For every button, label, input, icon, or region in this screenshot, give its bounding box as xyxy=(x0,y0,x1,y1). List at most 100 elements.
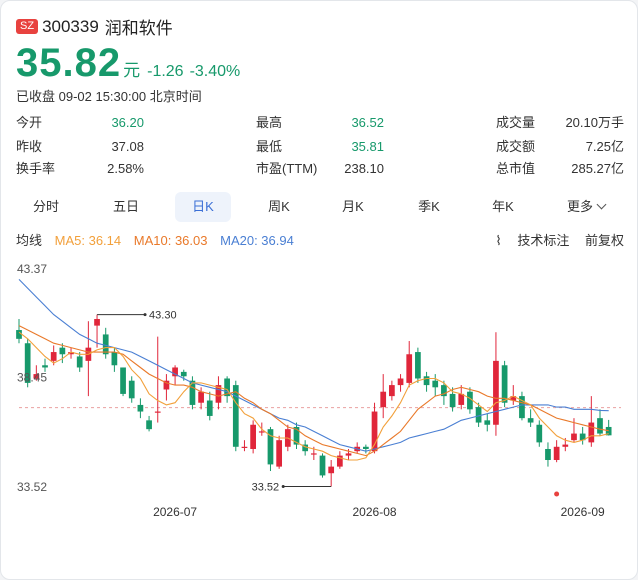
candle-body xyxy=(302,444,309,452)
stat-item: 总市值 285.27亿 xyxy=(496,160,624,178)
candle-body xyxy=(154,411,161,413)
candle-body xyxy=(406,354,413,383)
max-price-label: 43.30 xyxy=(149,310,177,322)
candle-body xyxy=(59,347,66,355)
stat-label: 最低 xyxy=(256,139,283,154)
candle-body xyxy=(467,391,473,410)
ma5-line xyxy=(18,331,609,461)
candle-body xyxy=(310,453,317,455)
stat-item: 市盈(TTM) 238.10 xyxy=(256,160,384,178)
candle-body xyxy=(163,380,170,390)
candle-body xyxy=(180,371,187,377)
candle-body xyxy=(571,433,577,441)
candle-body xyxy=(215,385,222,403)
chart-tools: ⌇ 技术标注 前复权 xyxy=(471,230,624,249)
candle-body xyxy=(553,446,560,461)
candle-body xyxy=(423,376,430,386)
tab-quarterly-k[interactable]: 季K xyxy=(418,199,440,214)
candle-body xyxy=(189,380,196,405)
y-axis-tick-label: 43.37 xyxy=(17,262,47,276)
stat-value: 7.25亿 xyxy=(585,139,624,154)
candle-body xyxy=(232,385,239,447)
candle-body xyxy=(545,448,551,461)
stat-label: 换手率 xyxy=(16,161,56,176)
candle-body xyxy=(588,422,595,443)
stat-label: 总市值 xyxy=(496,161,536,176)
candle-body xyxy=(458,393,465,405)
stat-item: 最低 35.81 xyxy=(256,138,384,156)
candle-body xyxy=(250,424,256,449)
candle-body xyxy=(137,404,144,412)
candle-body xyxy=(24,343,31,383)
stock-name: 润和软件 xyxy=(104,19,173,38)
stat-value: 36.52 xyxy=(351,115,384,130)
candle-body xyxy=(102,334,109,355)
stat-value: 37.08 xyxy=(111,139,144,154)
tab-monthly-k[interactable]: 月K xyxy=(342,199,364,214)
y-axis-tick-label: 33.52 xyxy=(17,480,47,494)
adjust-button[interactable]: 前复权 xyxy=(584,233,624,248)
candle-body xyxy=(484,420,491,425)
price-change: -1.26 xyxy=(147,63,184,80)
min-price-label: 33.52 xyxy=(252,481,280,493)
stat-value: 35.81 xyxy=(351,139,384,154)
y-axis-tick-label: 38.45 xyxy=(17,371,47,385)
x-axis-tick-label: 2026-07 xyxy=(153,505,197,519)
candle-body xyxy=(293,426,300,445)
price-row: 35.82 元 -1.26 -3.40% xyxy=(16,41,246,86)
market-status: 已收盘 09-02 15:30:00 北京时间 xyxy=(16,89,202,104)
max-annotation-dot xyxy=(143,313,147,317)
stat-value: 20.10万手 xyxy=(565,115,624,130)
candle-body xyxy=(605,426,612,436)
stat-label: 今开 xyxy=(16,115,43,130)
candle-body xyxy=(536,424,543,443)
candle-body xyxy=(519,396,525,419)
candle-body xyxy=(42,365,48,368)
candle-body xyxy=(371,411,378,452)
legend-ma5: MA5: 36.14 xyxy=(54,233,122,248)
stat-label: 最高 xyxy=(256,115,283,130)
price-unit: 元 xyxy=(123,61,141,80)
candle-body xyxy=(68,352,74,355)
candle-body xyxy=(345,453,352,456)
ma20-line xyxy=(18,279,609,452)
wave-icon: ⌇ xyxy=(495,233,506,248)
tab-yearly-k[interactable]: 年K xyxy=(492,199,514,214)
candle-body xyxy=(336,455,343,467)
candle-body xyxy=(501,365,508,403)
candle-body xyxy=(276,440,283,467)
stat-item: 成交额 7.25亿 xyxy=(496,138,624,156)
tab-daily-k[interactable]: 日K xyxy=(175,192,231,222)
stat-label: 成交额 xyxy=(496,139,536,154)
candle-body xyxy=(449,393,456,408)
tab-weekly-k[interactable]: 周K xyxy=(268,199,290,214)
min-annotation-dot xyxy=(281,484,285,488)
candle-body xyxy=(510,396,517,401)
indicator-button[interactable]: ⌇ 技术标注 xyxy=(483,233,569,248)
tab-more[interactable]: 更多 xyxy=(554,192,618,222)
candle-body xyxy=(579,433,586,441)
legend-ma10: MA10: 36.03 xyxy=(133,233,208,248)
ma10-line xyxy=(18,325,609,457)
ma-legend: 均线 MA5: 36.14 MA10: 36.03 MA20: 36.94 xyxy=(16,230,303,249)
candle-body xyxy=(241,446,248,448)
candle-body xyxy=(597,418,603,434)
candle-body xyxy=(432,380,439,388)
tab-five-day[interactable]: 五日 xyxy=(112,199,139,214)
stat-label: 成交量 xyxy=(496,115,536,130)
candle-body xyxy=(206,400,213,416)
current-price: 35.82 xyxy=(16,41,122,85)
candle-body xyxy=(172,367,178,377)
tab-intraday[interactable]: 分时 xyxy=(32,199,59,214)
stock-header: SZ 300339 润和软件 xyxy=(16,14,173,39)
candle-body xyxy=(362,446,369,449)
stat-value: 36.20 xyxy=(111,115,144,130)
candle-body xyxy=(16,330,22,339)
candle-body xyxy=(33,374,40,379)
candle-body xyxy=(493,360,499,425)
candle-body xyxy=(94,319,100,326)
candle-body xyxy=(328,466,335,474)
stat-value: 238.10 xyxy=(344,161,384,176)
x-axis-tick-label: 2026-09 xyxy=(561,505,605,519)
